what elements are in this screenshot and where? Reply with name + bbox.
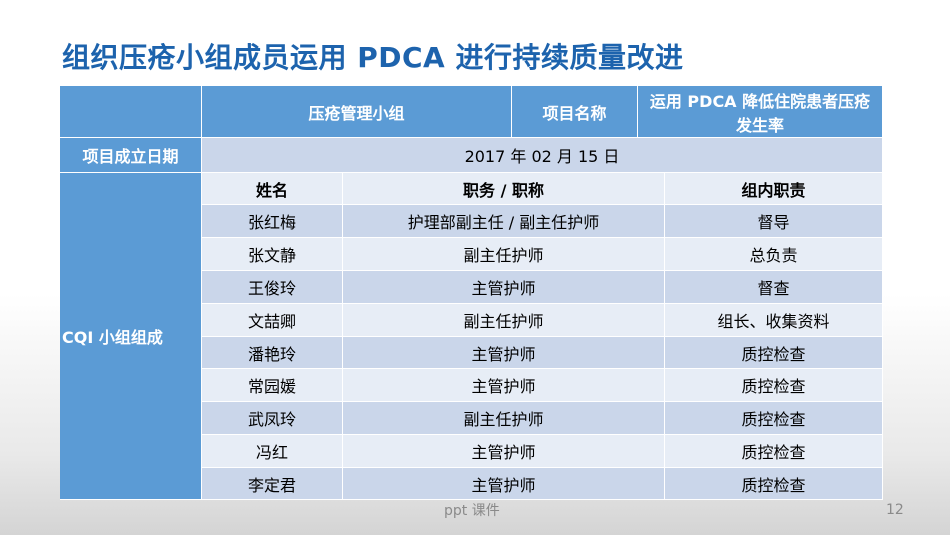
member-position: 护理部副主任 / 副主任护师 (343, 205, 665, 238)
member-position: 副主任护师 (343, 304, 665, 337)
member-name: 武凤玲 (202, 402, 343, 435)
slide-title: 组织压疮小组成员运用 PDCA 进行持续质量改进 (62, 36, 922, 76)
member-name: 李定君 (202, 468, 343, 500)
member-role: 督导 (665, 205, 883, 238)
project-name-value: 运用 PDCA 降低住院患者压疮发生率 (638, 86, 883, 138)
member-name: 潘艳玲 (202, 337, 343, 369)
member-name: 王俊玲 (202, 271, 343, 304)
member-name: 张文静 (202, 238, 343, 271)
member-name: 文喆卿 (202, 304, 343, 337)
member-role: 质控检查 (665, 435, 883, 468)
column-header-position: 职务 / 职称 (343, 173, 665, 205)
footer-source: ppt 课件 (444, 500, 500, 520)
member-position: 副主任护师 (343, 402, 665, 435)
group-name-cell: 压疮管理小组 (202, 86, 512, 138)
member-role: 质控检查 (665, 468, 883, 500)
member-position: 主管护师 (343, 369, 665, 402)
member-role: 组长、收集资料 (665, 304, 883, 337)
date-value: 2017 年 02 月 15 日 (202, 138, 883, 173)
member-position: 主管护师 (343, 271, 665, 304)
member-name: 常园媛 (202, 369, 343, 402)
column-header-name: 姓名 (202, 173, 343, 205)
header-blank-cell (60, 86, 202, 138)
project-name-text: 运用 PDCA 降低住院患者压疮发生率 (648, 90, 872, 138)
member-name: 冯红 (202, 435, 343, 468)
member-position: 主管护师 (343, 337, 665, 369)
member-position: 主管护师 (343, 468, 665, 500)
page-number: 12 (886, 502, 904, 518)
member-position: 主管护师 (343, 435, 665, 468)
member-name: 张红梅 (202, 205, 343, 238)
member-role: 质控检查 (665, 369, 883, 402)
member-role: 质控检查 (665, 337, 883, 369)
member-position: 副主任护师 (343, 238, 665, 271)
member-role: 质控检查 (665, 402, 883, 435)
members-label: CQI 小组组成 (60, 173, 202, 500)
member-role: 总负责 (665, 238, 883, 271)
project-name-label: 项目名称 (512, 86, 638, 138)
date-label: 项目成立日期 (60, 138, 202, 173)
column-header-role: 组内职责 (665, 173, 883, 205)
member-role: 督查 (665, 271, 883, 304)
